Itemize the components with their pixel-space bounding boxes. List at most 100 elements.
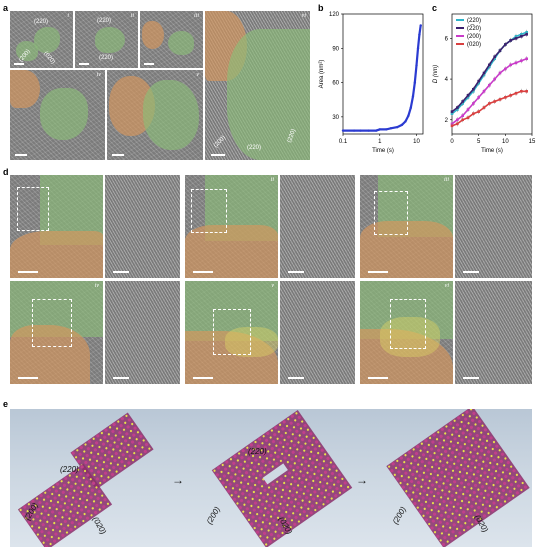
anion-atom — [95, 459, 99, 463]
anion-atom — [271, 508, 274, 511]
anion-atom — [404, 454, 407, 457]
anion-atom — [473, 509, 476, 512]
metal-atom — [271, 483, 275, 487]
metal-atom — [73, 507, 77, 511]
metal-atom — [275, 462, 279, 466]
metal-atom — [439, 477, 443, 481]
metal-atom — [57, 511, 62, 515]
metal-atom — [291, 493, 295, 497]
anion-atom — [460, 463, 463, 467]
metal-atom — [61, 533, 65, 537]
metal-atom — [75, 493, 79, 497]
metal-atom — [334, 494, 338, 498]
anion-atom — [142, 439, 145, 442]
anion-atom — [446, 497, 450, 500]
metal-atom — [280, 434, 284, 438]
metal-atom — [336, 480, 340, 484]
metal-atom — [416, 481, 421, 485]
anion-atom — [233, 480, 236, 483]
anion-atom — [294, 498, 297, 501]
metal-atom — [121, 453, 125, 457]
metal-atom — [411, 472, 415, 477]
metal-atom — [42, 516, 47, 520]
anion-atom — [281, 531, 284, 535]
metal-atom — [88, 502, 92, 506]
tem-zoom-d-v — [280, 281, 355, 384]
anion-atom — [503, 464, 506, 467]
anion-atom — [92, 437, 95, 440]
anion-atom — [492, 440, 496, 444]
anion-atom — [51, 492, 54, 496]
metal-atom — [126, 425, 130, 429]
anion-atom — [457, 520, 460, 524]
metal-atom — [44, 509, 48, 513]
metal-atom — [91, 481, 96, 485]
anion-atom — [31, 525, 34, 528]
tem-zoom-d-iii — [455, 175, 532, 278]
anion-atom — [107, 476, 110, 479]
data-point — [456, 118, 459, 122]
metal-atom — [61, 490, 65, 494]
metal-atom — [279, 520, 283, 524]
anion-atom — [289, 526, 292, 529]
metal-atom — [128, 454, 132, 458]
metal-atom — [508, 490, 512, 494]
metal-atom — [106, 457, 110, 461]
anion-atom — [19, 508, 22, 512]
metal-atom — [518, 477, 522, 481]
metal-atom — [244, 514, 248, 518]
tem-zoom-d-ii — [280, 175, 355, 278]
metal-atom — [303, 467, 307, 471]
anion-atom — [123, 464, 126, 467]
metal-atom — [450, 537, 454, 541]
metal-atom — [253, 501, 258, 505]
metal-atom — [53, 539, 57, 543]
metal-atom — [230, 468, 235, 472]
anion-atom — [324, 453, 327, 456]
metal-atom — [512, 469, 516, 473]
anion-atom — [460, 420, 463, 424]
anion-atom — [116, 463, 119, 466]
metal-atom — [318, 462, 322, 466]
anion-atom — [338, 491, 341, 494]
metal-atom — [303, 424, 307, 428]
metal-atom — [441, 542, 446, 547]
anion-atom — [266, 493, 269, 496]
anion-atom — [340, 484, 343, 487]
data-point — [375, 129, 378, 132]
metal-atom — [233, 454, 237, 458]
anion-atom — [111, 455, 114, 458]
scale-bar — [193, 377, 213, 379]
metal-atom — [457, 416, 461, 420]
anion-atom — [333, 483, 336, 486]
metal-atom — [285, 528, 289, 532]
anion-atom — [82, 476, 85, 480]
metal-atom — [77, 522, 81, 526]
metal-atom — [40, 530, 44, 534]
anion-atom — [235, 466, 238, 469]
anion-atom — [466, 429, 469, 432]
metal-atom — [127, 418, 131, 422]
metal-atom — [448, 422, 453, 426]
metal-atom — [103, 471, 108, 475]
metal-atom — [266, 431, 270, 436]
anion-atom — [449, 440, 453, 443]
anion-atom — [278, 509, 281, 512]
metal-atom — [407, 493, 411, 497]
metal-atom — [273, 433, 277, 437]
anion-atom — [498, 449, 501, 452]
metal-atom — [281, 427, 285, 431]
metal-atom — [476, 426, 480, 431]
data-point — [385, 128, 388, 131]
anion-atom — [32, 518, 35, 521]
anion-atom — [108, 426, 112, 429]
metal-atom — [287, 514, 291, 518]
metal-atom — [307, 439, 312, 443]
anion-atom — [290, 483, 293, 486]
metal-atom — [453, 437, 457, 441]
anion-atom — [88, 458, 92, 461]
zoom-region-box — [213, 309, 251, 355]
metal-atom — [319, 498, 323, 502]
metal-atom — [235, 483, 239, 488]
data-point — [409, 106, 413, 109]
